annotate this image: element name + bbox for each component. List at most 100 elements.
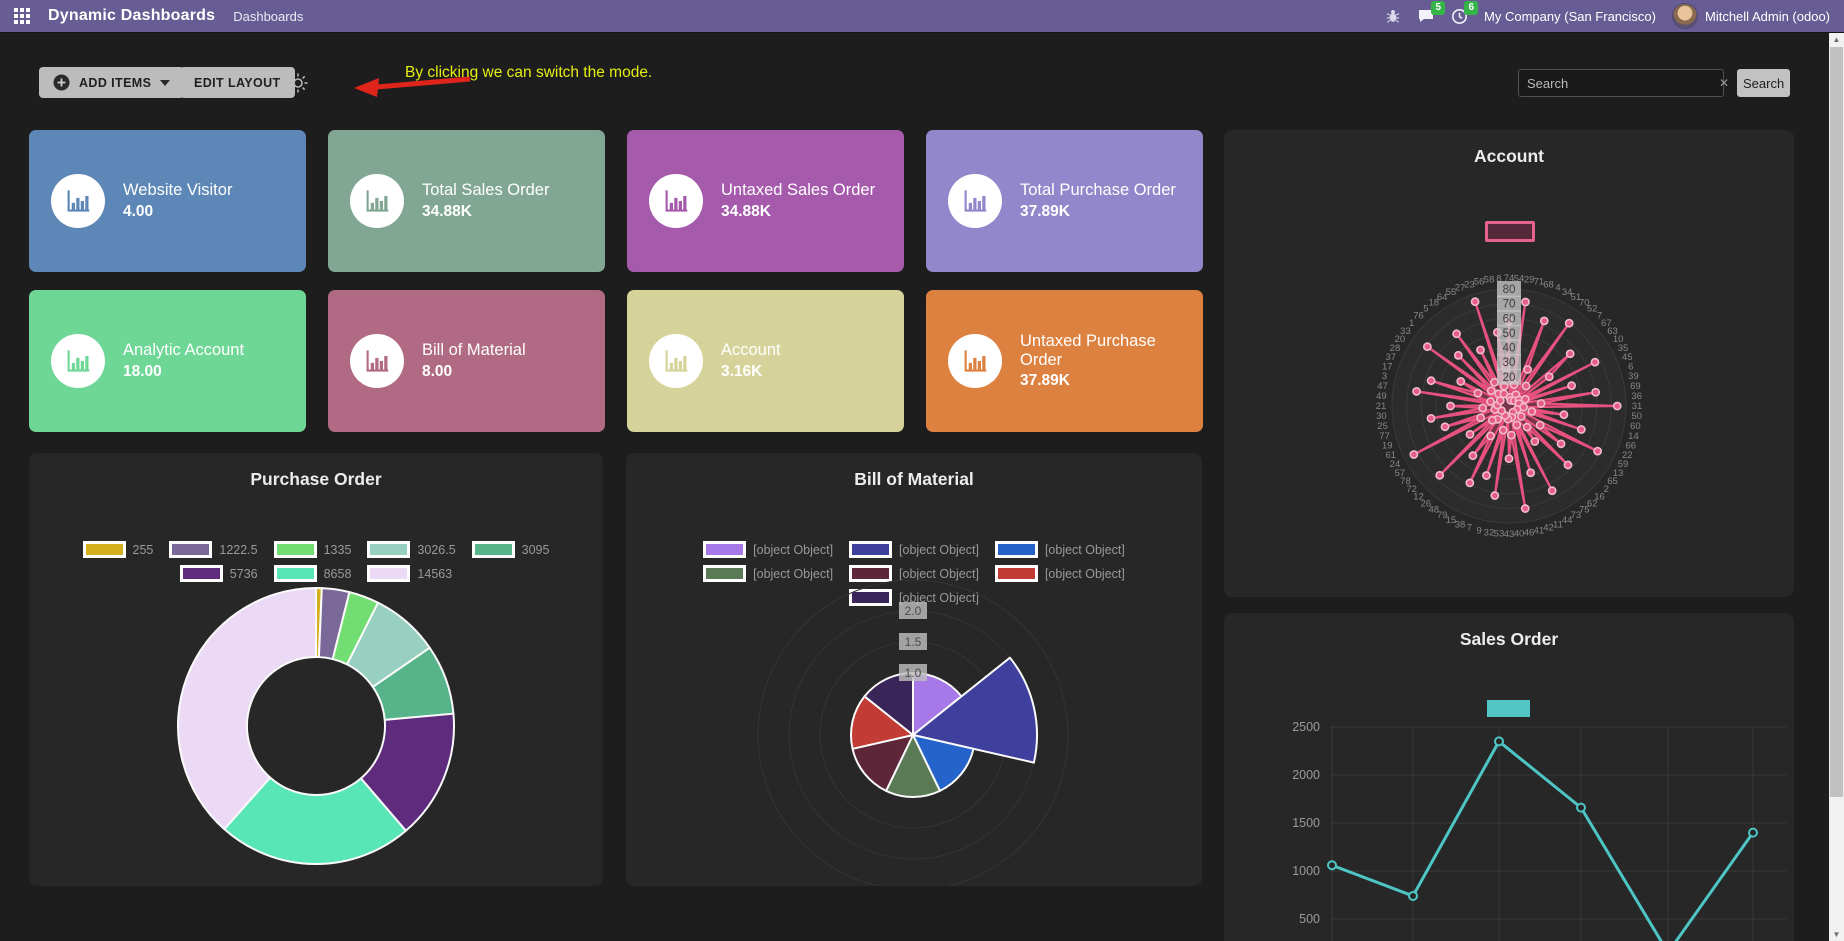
kpi-tile[interactable]: Total Sales Order 34.88K [328,130,605,272]
legend-item[interactable]: 3026.5 [367,541,456,558]
menu-dashboards[interactable]: Dashboards [233,8,304,24]
legend-item[interactable]: 1222.5 [169,541,258,558]
kpi-tile[interactable]: Website Visitor 4.00 [29,130,306,272]
svg-text:30: 30 [1503,357,1516,369]
radar-category-label: 25 [1377,421,1388,432]
radar-category-label: 2 [1604,484,1609,495]
sales-order-legend-swatch[interactable] [1487,700,1530,717]
add-items-button[interactable]: ADD ITEMS [39,67,185,98]
bar-chart-icon [649,174,703,228]
radar-category-label: 42 [1543,523,1554,534]
bill-of-material-title: Bill of Material [854,469,974,489]
bar-chart-icon [51,334,105,388]
radar-category-label: 61 [1385,450,1396,461]
legend-item[interactable]: [object Object] [703,565,833,582]
activities-badge: 6 [1464,0,1479,15]
navbar-right: 5 6 My Company (San Francisco) Mitchell … [1385,0,1830,29]
radar-category-label: 8 [1496,273,1501,284]
kpi-value: 34.88K [422,202,472,220]
radar-category-label: 41 [1534,525,1545,536]
radar-category-label: 79 [1437,510,1448,521]
legend-item[interactable]: [object Object] [849,565,979,582]
legend-item[interactable]: [object Object] [849,541,979,558]
scrollbar-down-arrow[interactable]: ▼ [1832,930,1841,939]
radar-category-label: 58 [1484,275,1495,286]
radar-category-label: 76 [1413,310,1424,321]
kpi-label: Analytic Account [123,341,245,360]
radar-category-label: 64 [1437,292,1448,303]
radar-category-label: 67 [1601,318,1612,329]
search-button[interactable]: Search [1737,69,1790,97]
kpi-tile[interactable]: Untaxed Purchase Order 37.89K [926,290,1203,432]
user-menu[interactable]: Mitchell Admin (odoo) [1672,3,1830,29]
radar-category-label: 13 [1613,468,1624,479]
scrollbar-thumb[interactable] [1830,47,1843,797]
search-input[interactable] [1519,75,1711,91]
kpi-value: 37.89K [1020,372,1070,390]
edit-layout-button[interactable]: EDIT LAYOUT [180,67,295,98]
radar-category-label: 48 [1428,505,1439,516]
legend-item[interactable]: 14563 [367,565,452,582]
radar-category-label: 52 [1587,304,1598,315]
radar-category-label: 15 [1446,515,1457,526]
account-title: Account [1474,146,1544,166]
annotation-text: By clicking we can switch the mode. [405,64,653,81]
kpi-tile[interactable]: Analytic Account 18.00 [29,290,306,432]
radar-category-label: 73 [1571,510,1582,521]
messages-icon[interactable]: 5 [1417,1,1446,24]
kpi-label: Website Visitor [123,181,233,200]
legend-item[interactable]: 8658 [273,565,351,582]
purchase-order-card: Purchase Order 255 1222.5 1335 3026.5 3095 57… [29,453,603,886]
kpi-label: Total Purchase Order [1020,181,1176,200]
radar-category-label: 59 [1618,459,1629,470]
search-clear-icon[interactable]: ✕ [1719,76,1730,90]
kpi-tile[interactable]: Total Purchase Order 37.89K [926,130,1203,272]
radar-category-label: 5 [1423,304,1428,315]
radar-category-label: 69 [1630,381,1641,392]
svg-text:50: 50 [1503,328,1516,340]
radar-category-label: 14 [1628,431,1639,442]
legend-item[interactable]: 1335 [273,541,351,558]
purchase-order-title: Purchase Order [250,469,382,489]
company-switcher[interactable]: My Company (San Francisco) [1484,8,1656,24]
radar-category-label: 28 [1390,343,1401,354]
bill-of-material-card: Bill of Material [object Object] [object … [626,453,1202,886]
bill-of-material-polar-chart: 1.0 1.5 2.0 [757,579,1069,886]
radar-category-label: 18 [1428,297,1439,308]
radar-category-label: 19 [1382,441,1393,452]
apps-grid-icon[interactable] [14,8,30,24]
kpi-tile[interactable]: Untaxed Sales Order 34.88K [627,130,904,272]
app-title: Dynamic Dashboards [48,7,216,24]
svg-text:20: 20 [1503,372,1516,384]
activities-clock-icon[interactable]: 6 [1451,0,1479,25]
legend-item[interactable]: 3095 [471,541,549,558]
radar-category-label: 37 [1385,352,1396,363]
account-legend-swatch[interactable] [1485,221,1535,242]
legend-item[interactable]: 255 [82,541,153,558]
radar-category-label: 6 [1628,361,1633,372]
edit-layout-label: EDIT LAYOUT [194,75,281,90]
bug-icon[interactable] [1385,8,1401,24]
account-card: Account 74 54 29 71 68 4 34 51 70 52 7 67 63 10 35 45 6 3… [1224,130,1794,597]
legend-item[interactable]: 5736 [179,565,258,582]
light-mode-sun-icon[interactable] [287,72,309,94]
radar-category-label: 9 [1476,525,1481,536]
kpi-tile[interactable]: Bill of Material 8.00 [328,290,605,432]
legend-item[interactable]: [object Object] [703,541,833,558]
radar-category-label: 40 [1514,529,1525,540]
scrollbar-up-arrow[interactable]: ▲ [1832,35,1841,44]
legend-item[interactable]: [object Object] [994,565,1125,582]
kpi-label: Untaxed Purchase Order [1020,331,1156,369]
radar-category-label: 70 [1579,297,1590,308]
radar-category-label: 22 [1622,450,1633,461]
legend-item[interactable]: [object Object] [849,589,979,606]
legend-item[interactable]: [object Object] [994,541,1125,558]
radar-category-label: 1 [1409,318,1414,329]
radar-category-label: 62 [1587,498,1598,509]
kpi-value: 18.00 [123,362,162,380]
radar-category-label: 60 [1630,421,1641,432]
radar-category-label: 36 [1631,391,1642,402]
kpi-tile[interactable]: Account 3.16K [627,290,904,432]
y-axis-tick: 2500 [1292,720,1320,734]
radar-category-label: 7 [1467,523,1472,534]
